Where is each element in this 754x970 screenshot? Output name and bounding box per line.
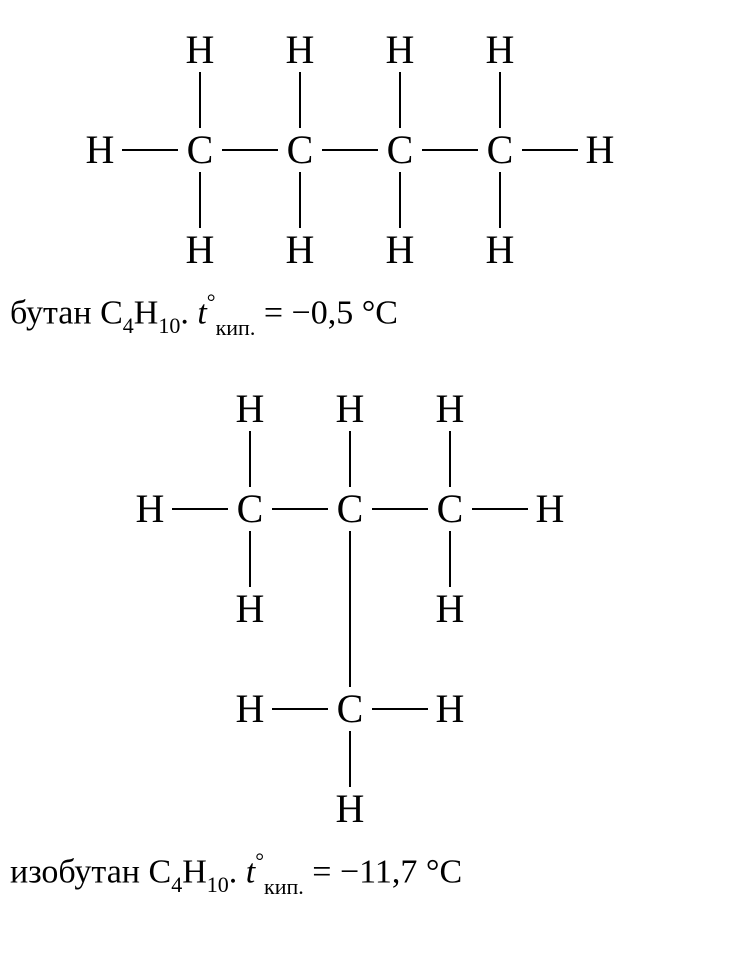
butane-kip: кип. <box>216 315 256 340</box>
butane-name: бутан <box>10 294 92 331</box>
atom-h: H <box>386 230 415 270</box>
isobutane-name: изобутан <box>10 853 140 890</box>
atom-h: H <box>136 489 165 529</box>
bond <box>322 149 378 151</box>
isobutane-value: −11,7 °C <box>340 853 462 890</box>
isobutane-t: t <box>246 853 255 890</box>
bond <box>372 508 428 510</box>
isobutane-kip: кип. <box>264 874 304 899</box>
bond <box>522 149 578 151</box>
atom-h: H <box>486 230 515 270</box>
atom-c: C <box>387 130 414 170</box>
butane-formula-C-sub: 4 <box>123 313 134 338</box>
atom-h: H <box>436 689 465 729</box>
atom-h: H <box>286 30 315 70</box>
atom-h: H <box>236 689 265 729</box>
bond <box>299 172 301 228</box>
bond <box>272 508 328 510</box>
bond <box>399 172 401 228</box>
bond <box>222 149 278 151</box>
atom-h: H <box>436 589 465 629</box>
bond <box>122 149 178 151</box>
atom-c: C <box>287 130 314 170</box>
bond <box>349 431 351 487</box>
butane-value: −0,5 °C <box>292 294 398 331</box>
isobutane-formula-C: C <box>149 853 172 890</box>
atom-h: H <box>586 130 615 170</box>
atom-h: H <box>286 230 315 270</box>
atom-h: H <box>486 30 515 70</box>
atom-c: C <box>337 689 364 729</box>
atom-h: H <box>86 130 115 170</box>
bond <box>299 72 301 128</box>
atom-h: H <box>386 30 415 70</box>
bond <box>199 72 201 128</box>
bond <box>399 72 401 128</box>
atom-h: H <box>536 489 565 529</box>
bond <box>449 431 451 487</box>
atom-h: H <box>336 789 365 829</box>
butane-t: t <box>197 294 206 331</box>
atom-h: H <box>436 389 465 429</box>
atom-c: C <box>437 489 464 529</box>
butane-formula-C: C <box>100 294 123 331</box>
isobutane-structure: H H H H C C C H H H H C H H <box>120 379 640 839</box>
butane-figure: HHHHHCCCCHHHHH бутан C4H10. t°кип. = −0,… <box>10 20 744 339</box>
atom-h: H <box>236 389 265 429</box>
isobutane-dot: . <box>229 853 238 890</box>
butane-structure: H H H H H C C C C H H H H H <box>70 20 690 280</box>
butane-caption: бутан C4H10. t°кип. = −0,5 °C <box>10 290 744 339</box>
atom-h: H <box>186 30 215 70</box>
atom-c: C <box>487 130 514 170</box>
butane-formula-H-sub: 10 <box>158 313 180 338</box>
bond <box>422 149 478 151</box>
bond <box>349 731 351 787</box>
bond <box>449 531 451 587</box>
bond <box>172 508 228 510</box>
isobutane-figure: HHHHCCCHHHHCHH изобутан C4H10. t°кип. = … <box>10 379 744 898</box>
bond <box>499 172 501 228</box>
isobutane-formula-H: H <box>182 853 207 890</box>
isobutane-eq: = <box>304 853 340 890</box>
butane-eq: = <box>255 294 291 331</box>
atom-c: C <box>237 489 264 529</box>
bond <box>199 172 201 228</box>
atom-c: C <box>187 130 214 170</box>
bond <box>499 72 501 128</box>
isobutane-deg: ° <box>255 848 264 873</box>
atom-h: H <box>186 230 215 270</box>
bond <box>349 531 351 687</box>
atom-h: H <box>236 589 265 629</box>
bond <box>372 708 428 710</box>
atom-c: C <box>337 489 364 529</box>
bond <box>249 531 251 587</box>
isobutane-formula-H-sub: 10 <box>207 872 229 897</box>
atom-h: H <box>336 389 365 429</box>
bond <box>472 508 528 510</box>
bond <box>249 431 251 487</box>
butane-deg: ° <box>207 289 216 314</box>
isobutane-formula-C-sub: 4 <box>171 872 182 897</box>
bond <box>272 708 328 710</box>
butane-formula-H: H <box>134 294 159 331</box>
butane-dot: . <box>180 294 189 331</box>
isobutane-caption: изобутан C4H10. t°кип. = −11,7 °C <box>10 849 744 898</box>
